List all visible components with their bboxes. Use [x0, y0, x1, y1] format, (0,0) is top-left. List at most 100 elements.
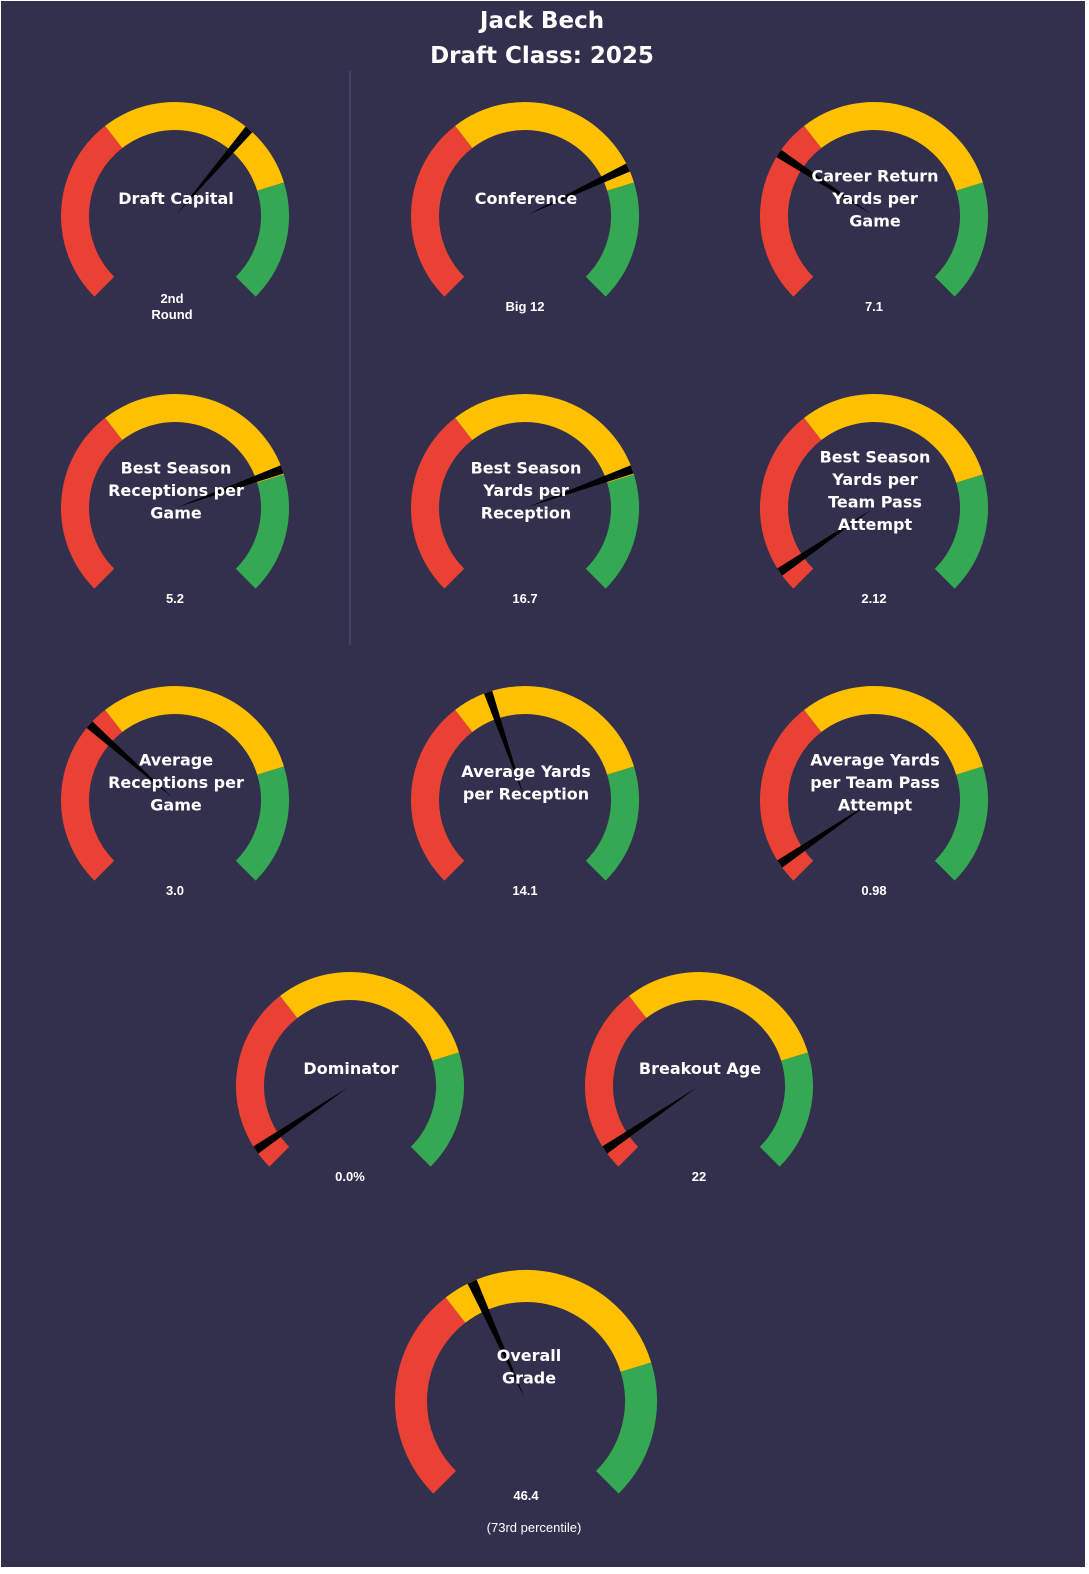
gauge-arc-yellow	[629, 972, 808, 1062]
gauge-label-line: Reception	[481, 504, 571, 523]
gauge-value: 46.4	[513, 1488, 539, 1503]
gauge-percentile: (73rd percentile)	[487, 1520, 582, 1535]
gauge-arc-yellow	[804, 394, 983, 484]
gauge-label-line: Average Yards	[461, 762, 590, 781]
gauge-9: Average Yards per Team Pass Attempt 0.98	[760, 686, 988, 898]
gauge-arc-red	[411, 709, 473, 881]
gauge-arc-red	[61, 125, 123, 297]
gauge-arc-red	[236, 995, 298, 1167]
gauge-arc-green	[585, 474, 639, 589]
gauge-arc-green	[235, 474, 289, 589]
gauge-arc-red	[411, 417, 473, 589]
gauge-value: Big 12	[505, 299, 544, 314]
gauge-arc-red	[411, 125, 473, 297]
gauge-arc-green	[595, 1362, 657, 1494]
player-name: Jack Bech	[478, 8, 604, 34]
gauge-arc-red	[61, 417, 123, 589]
gauge-arc-green	[934, 182, 988, 297]
gauge-label-line: Receptions per	[108, 773, 244, 792]
gauge-label-line: Best Season	[471, 459, 582, 478]
gauge-arc-green	[934, 474, 988, 589]
gauge-label-line: Best Season	[121, 459, 232, 478]
gauge-arc-green	[934, 766, 988, 881]
gauge-value: 3.0	[166, 883, 184, 898]
gauge-label-line: Overall	[497, 1346, 562, 1365]
gauge-label-line: Game	[849, 212, 901, 231]
gauge-12: Overall Grade 46.4 (73rd percentile)	[395, 1270, 657, 1535]
gauge-value: 0.98	[861, 883, 886, 898]
gauge-needle	[86, 721, 173, 799]
gauge-label-line: Game	[150, 504, 202, 523]
gauge-needle	[527, 465, 634, 507]
gauge-label-line: Attempt	[838, 796, 913, 815]
gauge-label-line: per Team Pass	[810, 773, 940, 792]
gauge-label-line: Yards per	[482, 481, 569, 500]
gauge-label-line: Average	[139, 751, 213, 770]
gauge-label-line: Game	[150, 796, 202, 815]
gauge-needle	[467, 1279, 525, 1399]
gauge-arc-yellow	[105, 102, 284, 192]
gauge-arc-red	[760, 709, 822, 881]
gauge-arc-red	[760, 125, 822, 297]
gauge-arc-red	[395, 1297, 466, 1494]
gauge-needle	[602, 1087, 697, 1154]
gauge-5: Best Season Yards per Reception 16.7	[411, 394, 639, 606]
gauge-needle	[177, 465, 284, 507]
gauge-value: 2nd	[160, 291, 183, 306]
gauge-2: Conference Big 12	[411, 102, 639, 314]
gauge-arc-yellow	[105, 394, 284, 484]
gauge-arc-yellow	[455, 686, 634, 776]
draft-class: Draft Class: 2025	[430, 43, 654, 69]
gauge-label-line: Draft Capital	[118, 189, 234, 208]
gauge-6: Best Season Yards per Team Pass Attempt 2.12	[760, 394, 988, 606]
gauge-arc-green	[585, 766, 639, 881]
gauge-label-line: Attempt	[838, 515, 913, 534]
gauge-arc-yellow	[280, 972, 459, 1062]
gauge-arc-yellow	[455, 394, 634, 484]
gauge-label-line: Average Yards	[810, 751, 939, 770]
gauge-arc-yellow	[804, 686, 983, 776]
gauge-label-line: Receptions per	[108, 481, 244, 500]
gauge-label-line: per Reception	[463, 784, 589, 803]
gauge-arc-red	[61, 709, 123, 881]
gauge-arc-green	[585, 182, 639, 297]
gauge-value: 0.0%	[335, 1169, 365, 1184]
gauge-value: 14.1	[512, 883, 537, 898]
gauge-label-line: Yards per	[831, 189, 918, 208]
gauge-label-line: Best Season	[820, 447, 931, 466]
gauge-needle	[483, 690, 525, 798]
gauge-7: Average Receptions per Game 3.0	[61, 686, 289, 898]
gauge-8: Average Yards per Reception 14.1	[411, 686, 639, 898]
gauge-arc-yellow	[455, 102, 634, 192]
gauge-value: 22	[692, 1169, 706, 1184]
gauge-needle	[176, 126, 253, 214]
gauge-11: Breakout Age 22	[585, 972, 813, 1184]
gauge-arc-yellow	[804, 102, 983, 192]
gauge-arc-red	[760, 417, 822, 589]
gauge-arc-green	[235, 766, 289, 881]
gauge-arc-green	[410, 1052, 464, 1167]
gauge-label-line: Career Return	[811, 167, 938, 186]
gauge-label-line: Dominator	[303, 1059, 398, 1078]
gauge-label-line: Breakout Age	[639, 1059, 761, 1078]
gauge-arc-green	[759, 1052, 813, 1167]
gauge-10: Dominator 0.0%	[236, 972, 464, 1184]
gauge-arc-red	[585, 995, 647, 1167]
gauge-value: 2.12	[861, 591, 886, 606]
gauge-needle	[527, 163, 630, 215]
gauge-value: Round	[151, 307, 192, 322]
gauge-needle	[777, 801, 872, 868]
gauge-needle	[777, 509, 872, 576]
gauge-arc-yellow	[105, 686, 284, 776]
gauge-label-line: Team Pass	[828, 492, 922, 511]
gauge-needle	[776, 149, 872, 215]
gauge-value: 5.2	[166, 591, 184, 606]
gauge-value: 16.7	[512, 591, 537, 606]
gauge-arc-green	[235, 182, 289, 297]
gauge-value: 7.1	[865, 299, 883, 314]
gauge-3: Career Return Yards per Game 7.1	[760, 102, 988, 314]
